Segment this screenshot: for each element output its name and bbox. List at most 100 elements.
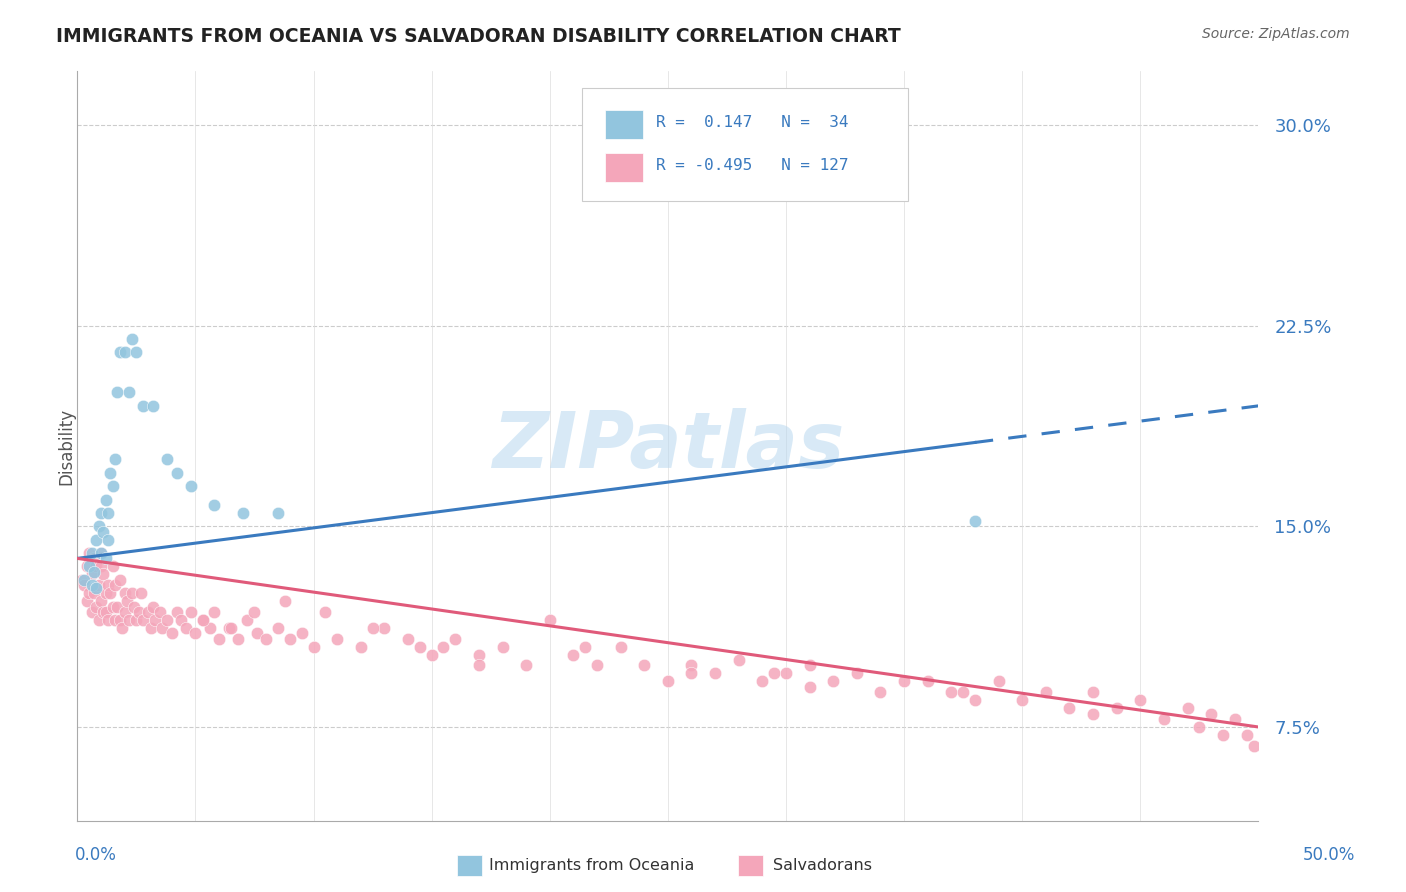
Point [704,666,727,681]
Point [326,632,349,646]
Point [90,546,112,560]
Point [823,674,845,689]
Point [73,573,96,587]
Point [80,567,103,582]
Point [208,632,231,646]
Point [143,613,166,627]
Point [108,613,131,627]
Point [941,685,963,699]
Point [121,332,143,346]
Point [267,506,290,520]
Point [1035,685,1057,699]
Point [468,658,491,673]
Point [87,613,110,627]
Point [104,452,127,467]
Point [132,399,155,413]
Point [97,613,120,627]
Point [80,605,103,619]
Point [97,506,120,520]
Point [114,586,136,600]
Point [97,533,120,547]
Point [84,559,107,574]
Point [491,640,513,654]
Point [191,613,214,627]
Point [396,632,419,646]
Point [101,599,124,614]
Point [1081,706,1104,721]
Point [1177,701,1199,715]
Point [681,666,703,681]
Point [118,613,141,627]
Point [232,506,254,520]
Point [226,632,249,646]
Point [91,605,114,619]
Point [84,581,107,595]
Text: Immigrants from Oceania: Immigrants from Oceania [489,858,695,872]
Point [515,658,537,673]
Point [136,605,159,619]
Point [657,674,679,689]
Point [101,559,124,574]
Point [100,586,122,600]
Point [125,613,148,627]
Point [97,578,120,592]
Point [77,586,100,600]
Point [1105,701,1128,715]
Point [987,674,1010,689]
Point [219,621,242,635]
Point [267,621,290,635]
Point [184,626,207,640]
Point [893,674,915,689]
Point [142,399,165,413]
Point [80,578,103,592]
Point [314,605,336,619]
Point [108,345,131,359]
Point [129,586,152,600]
Point [83,586,105,600]
Point [174,621,197,635]
Point [90,546,112,560]
Point [609,640,631,654]
Point [291,626,314,640]
Point [107,385,129,400]
Point [101,479,124,493]
Point [90,594,112,608]
Point [350,640,373,654]
Point [218,621,240,635]
Point [90,506,112,520]
Point [468,648,491,662]
Point [108,573,131,587]
Point [80,546,103,560]
Point [869,685,891,699]
Point [274,594,297,608]
Point [180,605,202,619]
Point [538,613,561,627]
Point [202,605,225,619]
Point [142,599,165,614]
Text: IMMIGRANTS FROM OCEANIA VS SALVADORAN DISABILITY CORRELATION CHART: IMMIGRANTS FROM OCEANIA VS SALVADORAN DI… [56,27,901,45]
Point [1236,728,1258,742]
Point [125,345,148,359]
Point [1081,685,1104,699]
Point [236,613,259,627]
Point [94,551,117,566]
Text: 0.0%: 0.0% [75,846,117,863]
Point [302,640,325,654]
Point [83,551,105,566]
Point [198,621,221,635]
Point [122,599,145,614]
Point [180,479,202,493]
Point [432,640,454,654]
Point [73,578,96,592]
Point [202,498,225,512]
Point [243,605,266,619]
Point [76,594,98,608]
Point [1223,712,1246,726]
Point [917,674,939,689]
Point [420,648,443,662]
Text: R = -0.495   N = 127: R = -0.495 N = 127 [657,158,849,172]
Point [118,385,141,400]
Point [114,345,136,359]
Point [1129,693,1152,707]
Point [574,640,596,654]
